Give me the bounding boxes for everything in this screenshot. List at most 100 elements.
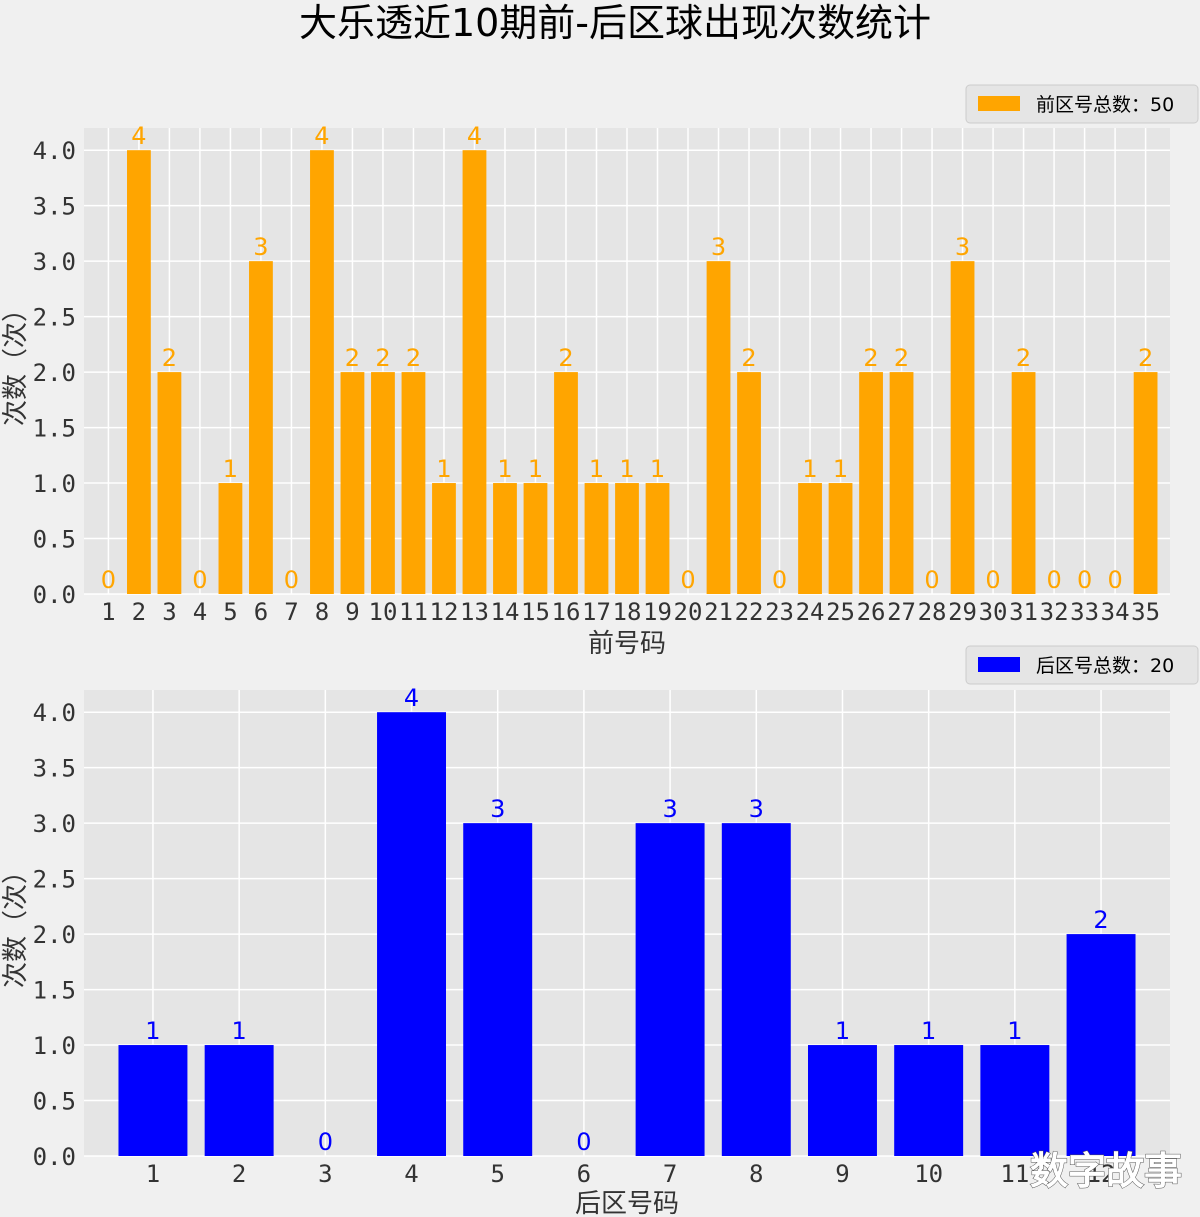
bar-value-label: 0 xyxy=(985,566,1000,594)
y-tick-label: 0.5 xyxy=(33,526,76,554)
bar-1 xyxy=(118,1045,188,1156)
bar-value-label: 2 xyxy=(894,344,909,372)
bar-value-label: 4 xyxy=(131,122,146,150)
x-tick-label: 21 xyxy=(704,598,733,626)
x-tick-label: 1 xyxy=(146,1160,160,1188)
bar-value-label: 0 xyxy=(924,566,939,594)
bar-value-label: 3 xyxy=(490,795,505,823)
y-tick-label: 2.5 xyxy=(33,304,76,332)
x-tick-label: 7 xyxy=(663,1160,677,1188)
bar-4 xyxy=(377,712,446,1156)
x-tick-label: 1 xyxy=(101,598,115,626)
bar-25 xyxy=(828,483,853,594)
bar-value-label: 2 xyxy=(863,344,878,372)
x-tick-label: 3 xyxy=(318,1160,332,1188)
x-tick-label: 5 xyxy=(490,1160,504,1188)
bar-value-label: 1 xyxy=(223,455,238,483)
legend-label: 后区号总数：20 xyxy=(1036,655,1174,677)
x-tick-label: 23 xyxy=(765,598,794,626)
x-tick-label: 15 xyxy=(521,598,550,626)
x-axis-label: 后区号码 xyxy=(575,1189,679,1217)
bar-value-label: 1 xyxy=(619,455,634,483)
x-tick-label: 9 xyxy=(835,1160,849,1188)
chart-title: 大乐透近10期前-后区球出现次数统计 xyxy=(299,1,931,45)
x-tick-label: 2 xyxy=(132,598,146,626)
legend-swatch xyxy=(978,96,1020,111)
bar-value-label: 2 xyxy=(1093,906,1108,934)
bar-29 xyxy=(950,261,975,594)
y-axis-label: 次数（次） xyxy=(1,858,31,988)
x-tick-label: 10 xyxy=(914,1160,943,1188)
y-tick-label: 1.0 xyxy=(33,470,76,498)
bar-8 xyxy=(310,150,334,594)
y-tick-label: 2.0 xyxy=(33,359,76,387)
bar-26 xyxy=(859,372,883,594)
bar-value-label: 1 xyxy=(802,455,817,483)
x-axis-label: 前号码 xyxy=(588,629,666,659)
x-tick-label: 4 xyxy=(193,598,207,626)
bar-16 xyxy=(554,372,578,594)
bar-value-label: 1 xyxy=(145,1017,160,1045)
bar-value-label: 0 xyxy=(101,566,116,594)
y-tick-label: 0.0 xyxy=(33,1143,76,1171)
bar-value-label: 2 xyxy=(1016,344,1031,372)
y-tick-label: 4.0 xyxy=(33,137,76,165)
bar-value-label: 3 xyxy=(711,233,726,261)
y-tick-label: 4.0 xyxy=(33,699,76,727)
bar-11 xyxy=(401,372,426,594)
watermark-text: 数字故事 xyxy=(1030,1149,1182,1193)
bar-11 xyxy=(980,1045,1050,1156)
x-tick-label: 11 xyxy=(1000,1160,1029,1188)
bar-value-label: 1 xyxy=(589,455,604,483)
x-tick-label: 10 xyxy=(369,598,398,626)
bar-13 xyxy=(462,150,487,594)
bar-value-label: 1 xyxy=(833,455,848,483)
x-tick-label: 27 xyxy=(887,598,916,626)
bar-21 xyxy=(706,261,731,594)
bar-8 xyxy=(721,823,791,1156)
x-tick-label: 8 xyxy=(315,598,329,626)
x-tick-label: 2 xyxy=(232,1160,246,1188)
x-tick-label: 24 xyxy=(796,598,825,626)
bar-value-label: 4 xyxy=(314,122,329,150)
x-tick-label: 34 xyxy=(1101,598,1130,626)
bar-value-label: 0 xyxy=(284,566,299,594)
x-tick-label: 33 xyxy=(1070,598,1099,626)
bar-14 xyxy=(493,483,517,594)
bar-value-label: 0 xyxy=(318,1128,333,1156)
bar-10 xyxy=(371,372,395,594)
bar-value-label: 3 xyxy=(955,233,970,261)
bar-2 xyxy=(204,1045,274,1156)
bar-7 xyxy=(635,823,705,1156)
x-tick-label: 5 xyxy=(223,598,237,626)
bar-value-label: 1 xyxy=(1007,1017,1022,1045)
x-tick-label: 3 xyxy=(162,598,176,626)
x-tick-label: 14 xyxy=(491,598,520,626)
bar-value-label: 4 xyxy=(404,684,419,712)
legend-swatch xyxy=(978,657,1020,672)
bar-value-label: 1 xyxy=(650,455,665,483)
x-tick-label: 35 xyxy=(1131,598,1160,626)
bar-17 xyxy=(584,483,609,594)
bar-22 xyxy=(737,372,761,594)
y-tick-label: 3.0 xyxy=(33,810,76,838)
bar-value-label: 1 xyxy=(436,455,451,483)
x-tick-label: 7 xyxy=(284,598,298,626)
bar-15 xyxy=(523,483,548,594)
y-tick-label: 0.5 xyxy=(33,1088,76,1116)
bar-5 xyxy=(463,823,533,1156)
bar-value-label: 0 xyxy=(1107,566,1122,594)
bar-value-label: 2 xyxy=(162,344,177,372)
legend-box xyxy=(965,84,1199,124)
x-tick-label: 6 xyxy=(577,1160,591,1188)
bar-value-label: 0 xyxy=(680,566,695,594)
bar-value-label: 0 xyxy=(1046,566,1061,594)
x-tick-label: 28 xyxy=(918,598,947,626)
bar-35 xyxy=(1133,372,1158,594)
bar-24 xyxy=(798,483,822,594)
bar-3 xyxy=(157,372,182,594)
bar-value-label: 1 xyxy=(921,1017,936,1045)
y-tick-label: 1.5 xyxy=(33,977,76,1005)
